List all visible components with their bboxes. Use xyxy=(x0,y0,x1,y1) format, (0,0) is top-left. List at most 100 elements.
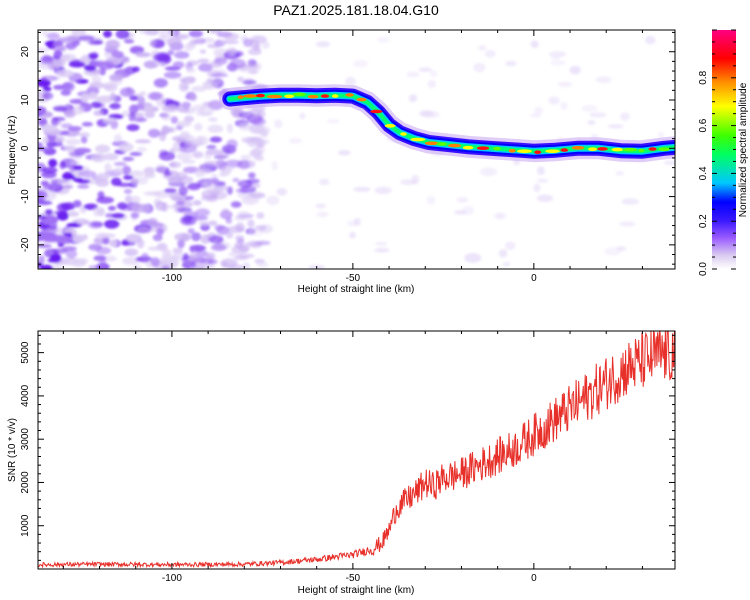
noise-blob xyxy=(464,253,482,263)
noise-blob xyxy=(530,113,542,118)
noise-blob xyxy=(259,130,269,138)
noise-blob xyxy=(352,59,369,68)
noise-blob xyxy=(271,160,279,171)
noise-blob xyxy=(223,40,239,45)
noise-blob xyxy=(195,111,213,117)
snr-panel: -100 -50 0 1000 2000 3000 4000 5000 Height of s… xyxy=(7,330,676,596)
snr-xtick-label: -50 xyxy=(346,573,361,584)
ridge-hotspot xyxy=(410,137,426,142)
ridge-hotspot xyxy=(307,94,319,99)
noise-blob xyxy=(226,123,234,134)
noise-blob xyxy=(103,153,119,161)
noise-blob xyxy=(485,49,496,58)
ridge-hotspot xyxy=(436,142,447,146)
noise-blob xyxy=(315,203,327,209)
snr-line xyxy=(38,331,675,569)
noise-blob xyxy=(240,65,253,73)
noise-blob xyxy=(153,52,171,63)
noise-blob xyxy=(299,112,306,120)
noise-blob xyxy=(147,246,163,251)
noise-blob xyxy=(246,240,264,247)
noise-blob xyxy=(56,202,70,212)
ridge-hotspot xyxy=(493,146,501,151)
noise-blob xyxy=(242,79,257,85)
colorbar-tick-label: 0.6 xyxy=(698,118,709,132)
noise-blob xyxy=(42,86,52,92)
noise-blob xyxy=(190,215,209,221)
noise-blob xyxy=(53,116,66,122)
noise-blob xyxy=(159,30,175,38)
noise-blob xyxy=(120,241,136,246)
noise-blob xyxy=(225,217,233,224)
noise-blob xyxy=(247,109,262,118)
noise-blob xyxy=(619,221,636,227)
noise-blob xyxy=(198,220,210,226)
noise-blob xyxy=(247,48,262,56)
noise-blob xyxy=(213,185,229,192)
noise-blob xyxy=(143,167,155,175)
noise-blob xyxy=(103,117,118,125)
noise-blob xyxy=(175,34,190,40)
noise-blob xyxy=(182,253,189,261)
noise-blob xyxy=(109,73,124,82)
noise-blob xyxy=(122,257,140,265)
noise-blob xyxy=(353,218,361,226)
noise-blob xyxy=(42,92,54,100)
noise-blob xyxy=(199,49,206,54)
noise-blob xyxy=(38,117,48,127)
noise-blob xyxy=(608,124,624,129)
noise-blob xyxy=(238,123,253,131)
noise-blob xyxy=(99,233,116,239)
ridge-hotspot xyxy=(462,145,474,150)
noise-blob xyxy=(191,85,207,92)
noise-blob xyxy=(56,211,69,221)
noise-blob xyxy=(137,238,145,249)
colorbar-tick-label: 0.4 xyxy=(698,166,709,180)
noise-blob xyxy=(422,111,440,119)
noise-blob xyxy=(207,117,218,122)
noise-blob xyxy=(205,149,224,156)
noise-blob xyxy=(161,258,180,267)
noise-blob xyxy=(426,195,436,205)
ridge-hotspot xyxy=(648,147,657,151)
noise-blob xyxy=(129,46,145,54)
noise-blob xyxy=(537,166,545,176)
noise-blob xyxy=(182,215,193,224)
noise-blob xyxy=(376,36,390,43)
noise-blob xyxy=(53,105,70,112)
noise-blob xyxy=(208,235,224,244)
noise-blob xyxy=(73,147,92,154)
spectrogram-xtick-label: 0 xyxy=(531,273,537,284)
snr-xlabel: Height of straight line (km) xyxy=(298,585,415,596)
noise-blob xyxy=(176,200,185,206)
noise-blob xyxy=(187,228,195,234)
noise-blob xyxy=(235,187,249,194)
noise-blob xyxy=(186,67,196,74)
noise-blob xyxy=(144,61,157,69)
noise-blob xyxy=(63,145,77,151)
noise-blob xyxy=(104,162,112,173)
noise-blob xyxy=(52,248,68,254)
noise-blob xyxy=(663,160,675,166)
noise-blob xyxy=(548,96,560,105)
ridge-hotspot xyxy=(611,147,624,152)
noise-blob xyxy=(60,89,71,96)
noise-blob xyxy=(129,151,143,156)
spectrogram-xtick-label: -50 xyxy=(346,273,361,284)
noise-blob xyxy=(505,241,516,251)
noise-blob xyxy=(111,213,125,219)
snr-xtick-label: -100 xyxy=(162,573,182,584)
noise-blob xyxy=(418,67,433,72)
noise-blob xyxy=(50,57,66,68)
snr-frame xyxy=(37,330,676,570)
noise-blob xyxy=(167,49,175,56)
noise-blob xyxy=(215,159,225,165)
noise-blob xyxy=(220,258,238,268)
noise-blob xyxy=(226,139,238,150)
noise-blob xyxy=(72,105,85,115)
noise-blob xyxy=(122,156,135,162)
spectrogram-ytick-label: 20 xyxy=(20,46,31,58)
spectrogram-marks xyxy=(38,30,675,269)
noise-blob xyxy=(71,30,87,37)
